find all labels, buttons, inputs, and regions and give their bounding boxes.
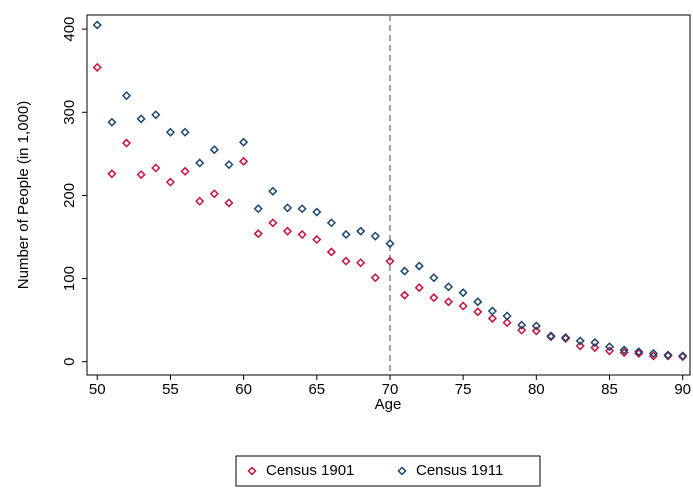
data-point [326,218,336,228]
y-tick-label: 400 [61,17,78,42]
legend-marker [397,466,407,476]
data-point [356,226,366,236]
data-point [561,333,571,343]
data-point [443,282,454,292]
data-point [326,247,336,257]
data-point [195,196,205,206]
data-point [604,342,615,352]
y-tick-label: 0 [61,358,78,366]
data-point [429,273,439,283]
x-tick-label: 85 [601,381,618,398]
data-point [487,306,497,316]
data-point [312,234,322,245]
data-point [590,343,600,353]
data-point [224,160,234,170]
data-point [297,229,307,240]
data-point [312,207,322,217]
data-point [151,163,161,173]
data-point [180,127,190,137]
data-point [502,311,512,321]
data-point [224,198,234,208]
data-point [253,204,263,214]
data-point [473,297,483,307]
data-point [282,203,293,213]
data-point [663,350,673,360]
data-point [356,258,366,268]
data-point [648,348,658,358]
x-tick-label: 60 [235,381,252,398]
data-point [268,186,278,196]
data-point [678,351,688,361]
data-point [517,320,527,330]
data-point [253,229,263,239]
data-point [414,261,424,271]
data-point [107,169,117,179]
legend-marker [247,466,257,476]
y-tick-label: 200 [61,183,78,208]
data-point [443,297,454,307]
x-axis-label: Age [375,396,402,413]
data-point [400,266,410,276]
data-point [121,91,132,101]
data-point [239,137,249,147]
data-point [151,110,161,120]
data-point [92,62,102,72]
legend-label: Census 1911 [416,462,503,479]
data-point [400,290,410,300]
data-point [239,156,249,166]
legend-box [235,455,541,487]
data-point [385,256,395,266]
data-point [136,114,146,124]
data-point [209,189,219,199]
data-point [619,345,629,355]
data-point [575,341,585,351]
data-point [429,293,439,303]
data-point [121,138,132,148]
x-tick-label: 65 [308,381,325,398]
x-tick-label: 50 [89,381,106,398]
data-point [458,288,468,298]
data-point [517,325,527,335]
data-point [370,231,380,241]
data-point [297,204,307,214]
data-point [414,283,424,293]
data-point [107,117,117,127]
data-point [370,273,380,283]
data-point [575,336,585,346]
data-point [165,177,175,187]
data-point [590,338,600,348]
data-point [473,307,483,317]
data-point [195,158,205,168]
data-point [341,229,351,240]
x-tick-label: 70 [382,381,399,398]
data-point [385,239,395,249]
data-point [487,313,497,324]
data-point [546,331,556,341]
data-point [92,20,102,30]
legend-label: Census 1901 [266,462,354,479]
data-point [209,145,219,155]
data-point [531,321,541,331]
data-point [165,127,175,137]
x-tick-label: 75 [455,381,472,398]
data-point [634,347,644,357]
x-tick-label: 80 [528,381,545,398]
data-point [458,301,468,311]
y-axis-label: Number of People (in 1,000) [15,101,32,289]
data-point [282,226,293,236]
x-tick-label: 55 [162,381,179,398]
data-point [268,218,278,228]
data-point [604,346,615,356]
x-tick-label: 90 [674,381,691,398]
data-point [180,166,190,176]
data-point [531,326,541,336]
y-tick-label: 100 [61,266,78,291]
y-tick-label: 300 [61,100,78,125]
data-point [136,170,146,180]
data-point [341,256,351,266]
data-point [502,318,512,328]
